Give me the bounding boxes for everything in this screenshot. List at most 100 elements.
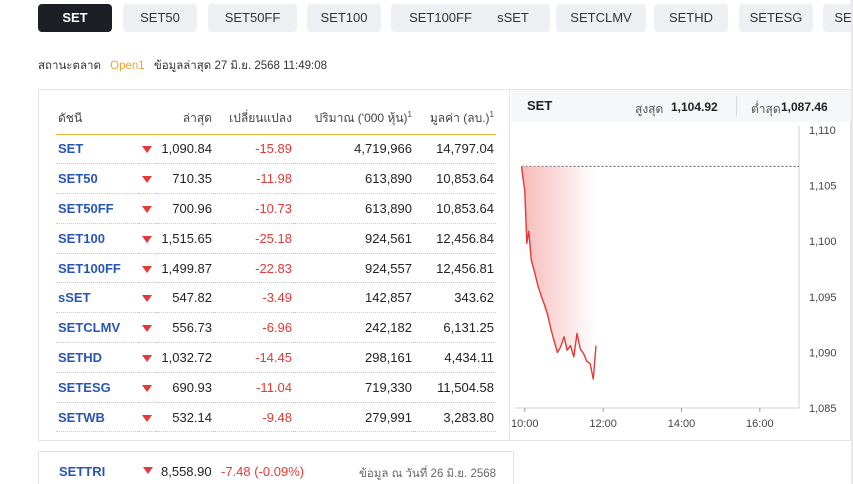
row-value: 4,434.11 [414,342,496,373]
row-symbol[interactable]: SETHD [56,342,138,373]
settri-change: -7.48 (-0.09%) [221,464,305,479]
row-value: 11,504.58 [414,372,496,403]
row-volume: 298,161 [294,342,414,373]
row-value: 343.62 [414,282,496,314]
divider [736,96,737,116]
row-symbol[interactable]: SET [56,134,138,165]
table-row[interactable]: SET50 710.35 -11.98 613,890 10,853.64 [56,163,496,195]
x-tick-label: 14:00 [668,418,696,430]
last-updated: ข้อมูลล่าสุด 27 มิ.ย. 2568 11:49:08 [153,60,328,72]
chart-symbol: SET [527,98,553,113]
row-volume: 242,182 [294,312,414,344]
row-change: -11.98 [214,163,294,195]
row-change: -6.96 [214,312,294,344]
index-table: ดัชนี ล่าสุด เปลี่ยนแปลง ปริมาณ ('000 หุ… [56,104,496,433]
y-tick-label: 1,090 [809,347,837,359]
row-last: 700.96 [156,193,214,224]
row-value: 12,456.84 [414,223,496,254]
row-last: 556.73 [156,312,214,344]
row-symbol[interactable]: sSET [56,282,138,314]
row-value: 14,797.04 [414,134,496,165]
row-change: -11.04 [214,372,294,403]
table-row[interactable]: SET100FF 1,499.87 -22.83 924,557 12,456.81 [56,253,496,284]
chart-header: SET สูงสุด 1,104.92 ต่ำสุด 1,087.46 [511,90,851,122]
tab-more[interactable]: SE [823,4,853,32]
header-volume: ปริมาณ ('000 หุ้น)1 [294,104,414,135]
row-volume: 279,991 [294,402,414,433]
scrollbar[interactable] [851,0,853,484]
row-value: 10,853.64 [414,193,496,224]
down-arrow-icon [138,282,156,314]
index-tabs: SET SET50 SET50FF SET100 SET100FF sSET S… [38,4,853,32]
down-arrow-icon [138,193,156,224]
row-value: 6,131.25 [414,312,496,344]
header-last: ล่าสุด [156,104,214,135]
intraday-chart: SET สูงสุด 1,104.92 ต่ำสุด 1,087.46 1,11… [511,90,851,440]
tab-set100[interactable]: SET100 [307,4,381,32]
row-volume: 613,890 [294,163,414,195]
x-tick-label: 16:00 [746,418,774,430]
table-row[interactable]: SETCLMV 556.73 -6.96 242,182 6,131.25 [56,312,496,344]
down-arrow-icon [138,163,156,195]
status-label: สถานะตลาด [38,60,101,72]
y-tick-label: 1,105 [809,181,837,193]
row-symbol[interactable]: SET50FF [56,193,138,224]
row-last: 690.93 [156,372,214,403]
tab-sset[interactable]: sSET [476,4,550,32]
row-last: 1,032.72 [156,342,214,373]
row-last: 1,515.65 [156,223,214,254]
row-value: 12,456.81 [414,253,496,284]
table-row[interactable]: SETESG 690.93 -11.04 719,330 11,504.58 [56,372,496,403]
tab-set50[interactable]: SET50 [123,4,197,32]
tab-set50ff[interactable]: SET50FF [208,4,297,32]
header-change: เปลี่ยนแปลง [214,104,294,135]
row-symbol[interactable]: SETESG [56,372,138,403]
row-symbol[interactable]: SET100 [56,223,138,254]
high-label: สูงสุด [635,102,664,116]
price-chart-svg: 1,110 1,105 1,100 1,095 1,090 1,085 10:00 12:00… [511,125,837,430]
row-change: -25.18 [214,223,294,254]
table-row[interactable]: SETWB 532.14 -9.48 279,991 3,283.80 [56,402,496,433]
row-change: -15.89 [214,134,294,165]
row-last: 532.14 [156,402,214,433]
down-arrow-icon [138,134,156,165]
row-value: 10,853.64 [414,163,496,195]
down-arrow-icon [138,372,156,403]
row-last: 547.82 [156,282,214,314]
row-symbol[interactable]: SETWB [56,402,138,433]
table-row[interactable]: SET100 1,515.65 -25.18 924,561 12,456.84 [56,223,496,254]
tab-setclmv[interactable]: SETCLMV [556,4,646,32]
low-value: 1,087.46 [781,100,828,114]
y-tick-label: 1,085 [809,403,837,415]
settri-symbol[interactable]: SETTRI [59,464,106,479]
tab-setesg[interactable]: SETESG [739,4,813,32]
row-symbol[interactable]: SET50 [56,163,138,195]
y-tick-label: 1,110 [809,125,836,137]
row-change: -3.49 [214,282,294,314]
tab-sethd[interactable]: SETHD [654,4,728,32]
row-value: 3,283.80 [414,402,496,433]
table-row[interactable]: SET 1,090.84 -15.89 4,719,966 14,797.04 [56,134,496,165]
tab-set100ff[interactable]: SET100FF [391,4,490,32]
table-row[interactable]: SET50FF 700.96 -10.73 613,890 10,853.64 [56,193,496,224]
row-last: 710.35 [156,163,214,195]
price-area-fill [521,166,596,380]
row-volume: 613,890 [294,193,414,224]
tab-set[interactable]: SET [38,4,112,32]
row-symbol[interactable]: SET100FF [56,253,138,284]
down-arrow-icon [138,253,156,284]
status-badge: Open1 [110,60,145,72]
x-tick-label: 10:00 [511,418,539,430]
y-tick-label: 1,100 [809,236,837,248]
table-row[interactable]: sSET 547.82 -3.49 142,857 343.62 [56,282,496,314]
header-value: มูลค่า (ลบ.)1 [414,104,496,135]
row-change: -10.73 [214,193,294,224]
high-value: 1,104.92 [671,100,718,114]
row-volume: 4,719,966 [294,134,414,165]
table-row[interactable]: SETHD 1,032.72 -14.45 298,161 4,434.11 [56,342,496,373]
row-volume: 924,557 [294,253,414,284]
row-symbol[interactable]: SETCLMV [56,312,138,344]
y-tick-label: 1,095 [809,292,837,304]
row-change: -22.83 [214,253,294,284]
x-tick-label: 12:00 [589,418,617,430]
